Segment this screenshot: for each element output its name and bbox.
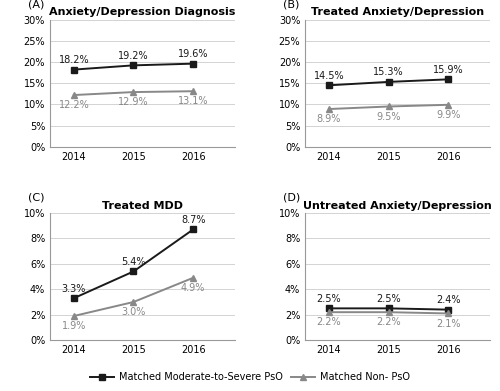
Title: Treated MDD: Treated MDD xyxy=(102,201,183,211)
Text: 12.9%: 12.9% xyxy=(118,97,149,107)
Text: 14.5%: 14.5% xyxy=(314,71,344,81)
Text: 8.7%: 8.7% xyxy=(181,215,206,225)
Text: 2.1%: 2.1% xyxy=(436,319,460,328)
Text: 19.2%: 19.2% xyxy=(118,51,149,61)
Text: 2.2%: 2.2% xyxy=(376,317,401,327)
Text: 13.1%: 13.1% xyxy=(178,96,208,106)
Text: 5.4%: 5.4% xyxy=(121,257,146,267)
Text: 3.0%: 3.0% xyxy=(122,307,146,317)
Title: Untreated Anxiety/Depression: Untreated Anxiety/Depression xyxy=(303,201,492,211)
Text: 15.3%: 15.3% xyxy=(374,67,404,77)
Text: (D): (D) xyxy=(283,193,300,203)
Text: (A): (A) xyxy=(28,0,44,9)
Text: 15.9%: 15.9% xyxy=(433,65,464,75)
Title: Treated Anxiety/Depression: Treated Anxiety/Depression xyxy=(311,7,484,17)
Text: 9.5%: 9.5% xyxy=(376,111,401,122)
Text: 2.2%: 2.2% xyxy=(316,317,342,327)
Title: Anxiety/Depression Diagnosis: Anxiety/Depression Diagnosis xyxy=(49,7,236,17)
Legend: Matched Moderate-to-Severe PsO, Matched Non- PsO: Matched Moderate-to-Severe PsO, Matched … xyxy=(86,368,414,386)
Text: 19.6%: 19.6% xyxy=(178,49,208,59)
Text: (C): (C) xyxy=(28,193,44,203)
Text: 18.2%: 18.2% xyxy=(58,55,89,65)
Text: 4.9%: 4.9% xyxy=(181,283,206,293)
Text: 2.5%: 2.5% xyxy=(376,294,401,304)
Text: 8.9%: 8.9% xyxy=(317,114,341,124)
Text: 1.9%: 1.9% xyxy=(62,321,86,331)
Text: 3.3%: 3.3% xyxy=(62,284,86,294)
Text: 2.4%: 2.4% xyxy=(436,295,460,305)
Text: 2.5%: 2.5% xyxy=(316,294,342,304)
Text: (B): (B) xyxy=(283,0,300,9)
Text: 9.9%: 9.9% xyxy=(436,110,460,120)
Text: 12.2%: 12.2% xyxy=(58,100,89,110)
